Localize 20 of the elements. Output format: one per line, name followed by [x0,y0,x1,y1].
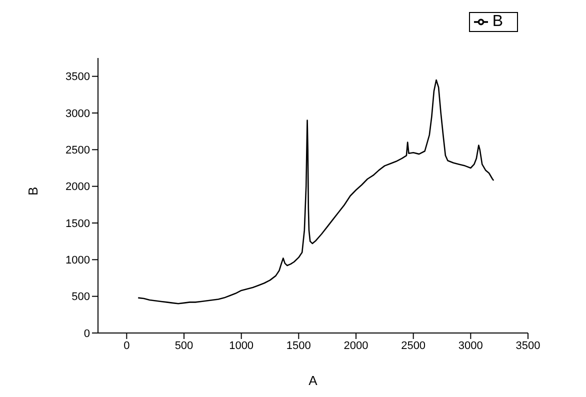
x-tick-label: 1000 [229,340,254,352]
y-tick-label: 1000 [66,254,90,267]
x-tick-label: 3500 [516,340,540,352]
x-tick-label: 2000 [344,340,368,352]
y-tick-label: 0 [84,328,90,340]
x-tick-label: 0 [124,340,130,352]
y-tick-label: 2500 [66,144,90,157]
y-tick-label: 500 [72,291,90,304]
x-tick-label: 2500 [401,340,426,352]
x-tick-label: 1500 [286,340,311,352]
y-tick-label: 2000 [66,181,90,194]
x-tick-label: 500 [174,340,194,352]
x-axis-title: A [308,373,318,388]
x-tick-label: 3000 [458,340,483,352]
y-tick-label: 3000 [66,108,90,120]
line-series [137,79,494,304]
y-tick-label: 1500 [66,218,90,230]
y-tick-label: 3500 [66,71,90,84]
y-axis-title: B [26,186,41,196]
legend-label: B [492,13,503,30]
